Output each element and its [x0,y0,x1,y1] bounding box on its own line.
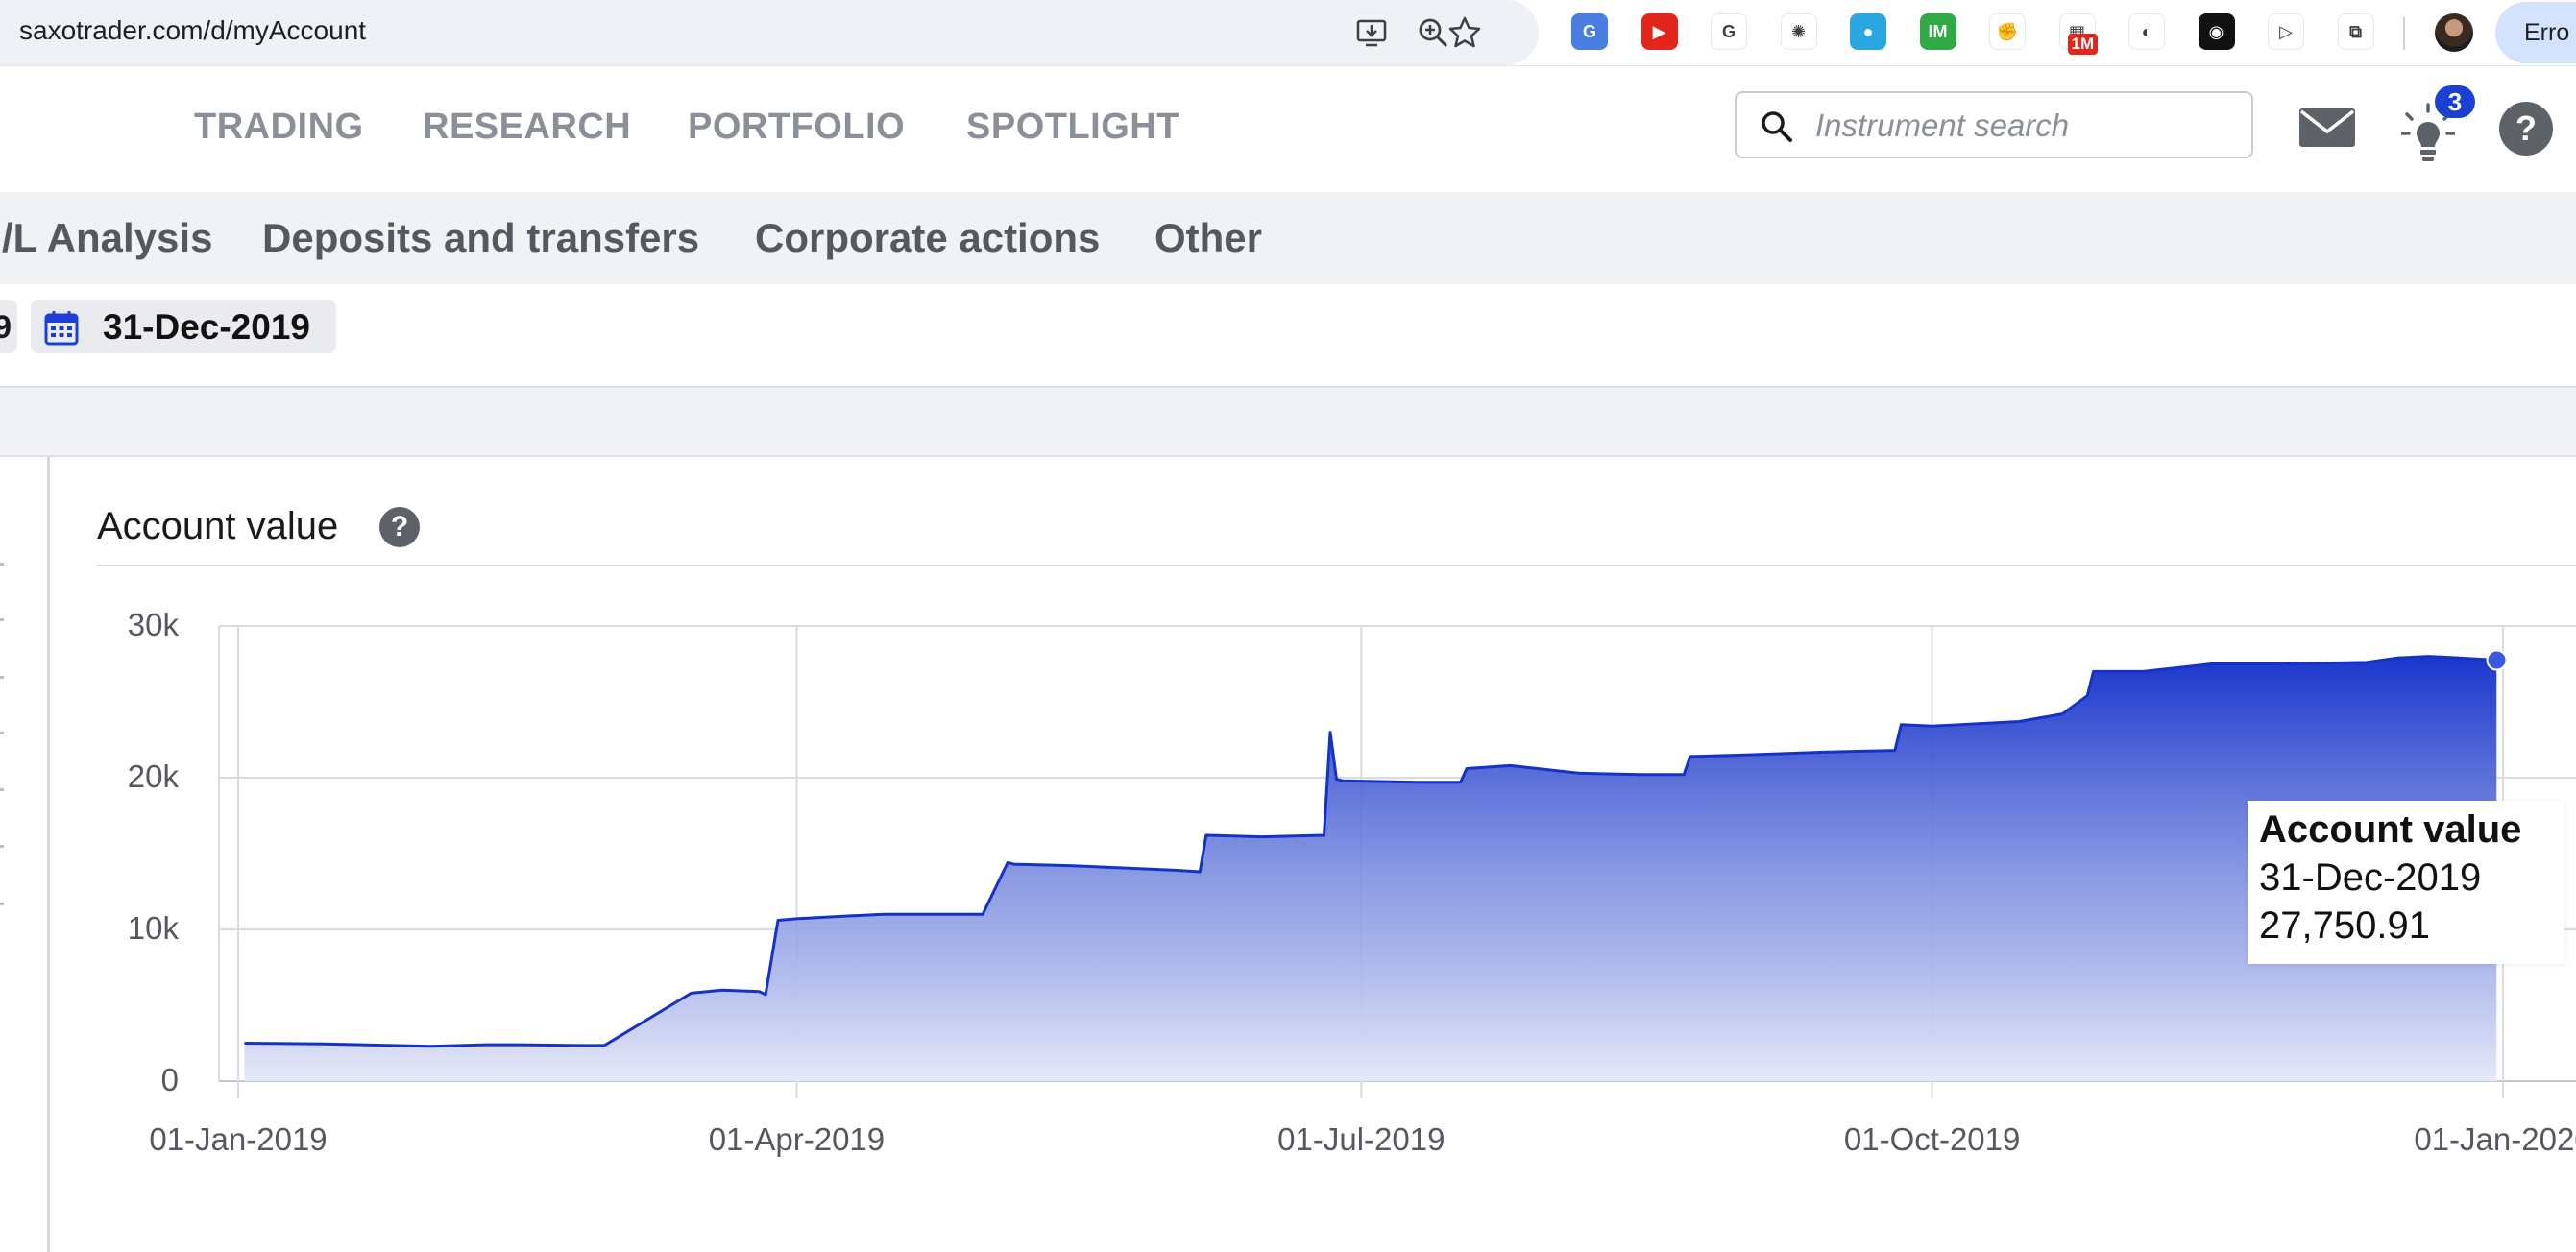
nav-spotlight[interactable]: SPOTLIGHT [966,107,1179,147]
rail-tick [0,732,4,734]
nav-trading[interactable]: TRADING [194,107,364,147]
account-sub-nav: /L Analysis Deposits and transfers Corpo… [0,192,2576,284]
help-icon[interactable]: ? [2499,102,2553,156]
mail-icon[interactable] [2299,108,2355,147]
profile-avatar[interactable] [2435,13,2473,52]
search-input[interactable] [1813,101,2230,151]
date-range-row: 9 31-Dec-2019 [0,284,2576,388]
swirl-extension-icon[interactable]: ◐ [2128,13,2165,50]
rail-tick [0,676,4,679]
left-panel-divider [47,457,50,1252]
hover-point [2486,649,2508,671]
rail-tick [0,563,4,566]
toolbar-divider [2403,17,2405,50]
app-header: TRADING RESEARCH PORTFOLIO SPOTLIGHT 3 ? [0,66,2576,192]
y-tick-label: 10k [128,910,180,946]
tab-deposits-transfers[interactable]: Deposits and transfers [262,215,700,260]
blue-orb-extension-icon[interactable]: ● [1850,13,1886,50]
translate-extension-icon[interactable]: G [1571,13,1608,50]
bookmark-star-icon[interactable] [1446,14,1483,51]
im-extension-icon[interactable]: IM [1919,13,1956,50]
account-value-area [244,656,2497,1081]
zoom-icon[interactable] [1415,14,1451,51]
arrow-extension-icon[interactable]: ▷ [2268,13,2304,50]
tab-corporate-actions[interactable]: Corporate actions [755,215,1101,260]
tooltip-date: 31-Dec-2019 [2259,856,2482,899]
google-extension-icon[interactable]: G [1711,13,1747,50]
rail-tick [0,845,4,848]
notification-count-badge: 3 [2435,85,2475,118]
rail-tick [0,618,4,621]
account-value-help-icon[interactable]: ? [379,507,420,547]
x-tick-label: 01-Oct-2019 [1844,1121,2020,1157]
rail-tick [0,903,4,905]
address-bar[interactable]: saxotrader.com/d/myAccount [0,0,1539,65]
from-date-picker[interactable]: 9 [0,300,17,353]
account-value-chart[interactable]: 0 10k 20k 30k 01-Jan-2019 01-Apr-2019 01-Jul-2… [0,570,2576,1252]
y-tick-label: 0 [161,1062,179,1097]
fist-extension-icon[interactable]: ✊ [1989,13,2026,50]
filter-strip [0,388,2576,457]
x-tick-label: 01-Jul-2019 [1277,1121,1445,1157]
tooltip-value: 27,750.91 [2259,904,2430,947]
chart-title: Account value [97,505,339,547]
title-divider [97,565,2576,566]
chatgpt-extension-icon[interactable]: ✺ [1780,13,1817,50]
chart-tooltip: Account value 31-Dec-2019 27,750.91 [2248,801,2564,964]
calendar-extension-icon[interactable]: ▦ 1M [2058,13,2099,55]
x-tick-label: 01-Jan-2019 [149,1121,327,1157]
tab-pl-analysis[interactable]: /L Analysis [2,215,213,260]
dark-extension-icon[interactable]: ◉ [2198,13,2235,50]
nav-portfolio[interactable]: PORTFOLIO [688,107,906,147]
from-date-text: 9 [0,309,12,346]
rail-tick [0,788,4,791]
to-date-text: 31-Dec-2019 [103,307,310,347]
y-tick-label: 20k [128,758,180,794]
instrument-search[interactable] [1735,91,2253,158]
extension-badge: 1M [2067,34,2099,55]
x-tick-label: 01-Apr-2019 [709,1121,885,1157]
svg-text:?: ? [2515,108,2537,148]
account-value-card: Account value ? 0 10k 20k 30k 01-Jan-2019 01-… [0,457,2576,1252]
search-icon [1762,111,1792,142]
calendar-icon [44,311,79,346]
url-text[interactable]: saxotrader.com/d/myAccount [19,15,367,45]
tab-other[interactable]: Other [1154,215,1263,260]
account-value-line [244,655,2497,1048]
tooltip-title: Account value [2259,808,2522,851]
y-tick-label: 30k [128,607,180,642]
profile-error-button[interactable]: Erro [2495,2,2576,63]
video-extension-icon[interactable]: ▶ [1640,13,1678,50]
x-tick-label: 01-Jan-2020 [2414,1121,2576,1157]
to-date-picker[interactable]: 31-Dec-2019 [31,300,336,353]
nav-research[interactable]: RESEARCH [423,107,632,147]
install-app-icon[interactable] [1354,14,1391,51]
browser-toolbar: saxotrader.com/d/myAccount G ▶ G ✺ ● IM ✊ ▦ 1M ◐ ◉… [0,0,2576,66]
puzzle-extension-icon[interactable]: ⧉ [2337,13,2374,50]
